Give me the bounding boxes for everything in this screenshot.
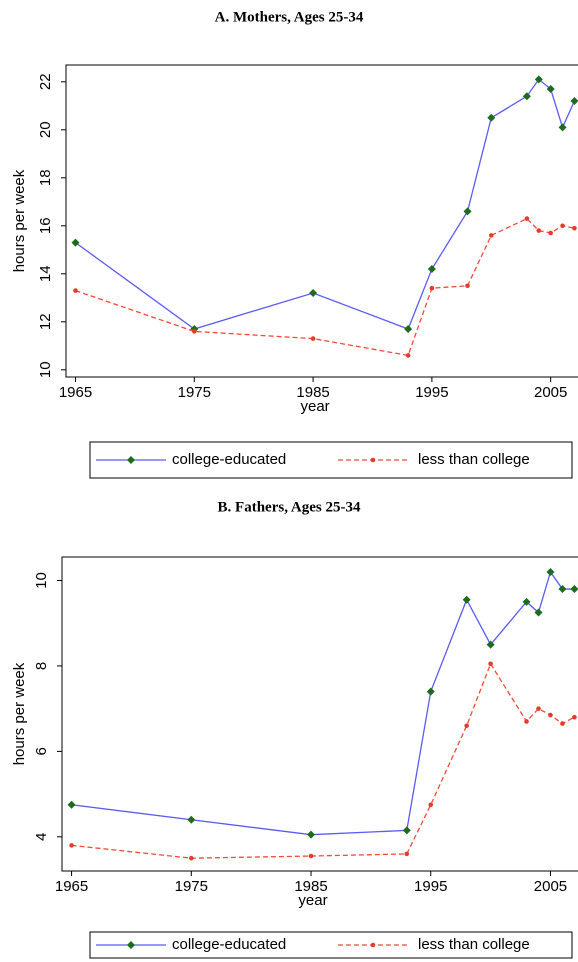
marker — [426, 687, 435, 696]
y-tick-label: 4 — [33, 833, 50, 841]
y-tick-label: 10 — [33, 572, 50, 589]
marker — [572, 714, 577, 720]
marker — [486, 640, 495, 649]
marker — [402, 826, 411, 835]
marker — [524, 216, 530, 221]
y-tick-label: 14 — [37, 265, 54, 282]
series-line — [71, 570, 575, 836]
marker — [536, 228, 542, 233]
marker — [522, 92, 531, 101]
legend-label: less than college — [418, 451, 530, 468]
marker — [67, 800, 76, 809]
marker — [370, 457, 376, 463]
x-axis-label: year — [300, 398, 329, 415]
x-tick-label: 1985 — [296, 384, 329, 401]
series-line — [75, 78, 576, 330]
marker — [307, 830, 316, 839]
x-tick-label: 2005 — [534, 384, 567, 401]
x-tick-label: 2005 — [534, 878, 567, 895]
x-tick-label: 1995 — [414, 878, 447, 895]
legend-label: college-educated — [172, 451, 286, 468]
marker — [309, 289, 318, 297]
marker — [570, 585, 578, 594]
y-tick-label: 12 — [37, 313, 54, 330]
legend — [89, 441, 573, 479]
series-line — [75, 217, 575, 357]
x-tick-label: 1995 — [415, 384, 448, 401]
legend — [89, 931, 573, 959]
y-tick-label: 18 — [37, 169, 54, 186]
marker — [487, 113, 496, 122]
marker — [572, 225, 577, 231]
marker — [127, 456, 135, 464]
marker — [465, 283, 470, 289]
y-tick-label: 22 — [37, 73, 54, 90]
x-tick-label: 1965 — [59, 384, 92, 401]
marker — [546, 85, 555, 93]
marker — [524, 719, 529, 724]
x-tick-label: 1975 — [178, 384, 211, 401]
marker — [522, 597, 531, 606]
y-axis-label: hours per week — [11, 169, 28, 272]
marker — [69, 843, 74, 848]
marker — [462, 595, 471, 604]
y-tick-label: 16 — [37, 217, 54, 234]
marker — [71, 238, 80, 247]
marker — [429, 285, 435, 291]
axis-frame — [65, 64, 578, 378]
marker — [560, 223, 565, 229]
marker — [404, 851, 410, 857]
marker — [570, 97, 578, 105]
marker — [404, 325, 413, 333]
marker — [73, 288, 78, 293]
y-tick-label: 20 — [37, 121, 54, 138]
marker — [127, 941, 135, 949]
marker — [548, 712, 553, 718]
x-tick-label: 1975 — [175, 878, 208, 895]
marker — [558, 123, 567, 132]
marker — [428, 802, 434, 808]
marker — [534, 608, 543, 617]
marker — [536, 706, 541, 711]
marker — [464, 723, 469, 729]
marker — [427, 265, 436, 273]
y-tick-label: 10 — [37, 361, 54, 378]
marker — [370, 942, 376, 948]
y-tick-label: 8 — [33, 662, 50, 670]
marker — [560, 721, 565, 726]
chart-title: A. Mothers, Ages 25-34 — [215, 9, 364, 25]
x-tick-label: 1965 — [55, 878, 88, 895]
x-tick-label: 1985 — [294, 878, 327, 895]
marker — [310, 336, 316, 341]
marker — [488, 661, 493, 667]
marker — [548, 230, 553, 236]
marker — [308, 853, 314, 859]
series-line — [71, 662, 575, 859]
marker — [191, 329, 197, 334]
marker — [488, 233, 494, 238]
x-axis-label: year — [298, 892, 327, 909]
marker — [558, 585, 567, 594]
y-tick-label: 6 — [33, 747, 50, 755]
legend-label: college-educated — [172, 936, 286, 953]
marker — [188, 855, 194, 861]
y-axis-label: hours per week — [11, 662, 28, 765]
chart-title: B. Fathers, Ages 25-34 — [218, 499, 361, 515]
axis-frame — [61, 556, 578, 872]
marker — [546, 567, 555, 576]
legend-label: less than college — [418, 936, 530, 953]
marker — [187, 815, 196, 824]
marker — [463, 207, 472, 216]
marker — [534, 75, 543, 84]
marker — [405, 353, 411, 358]
